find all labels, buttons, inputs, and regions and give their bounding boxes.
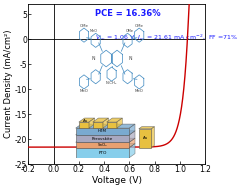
X-axis label: Voltage (V): Voltage (V) <box>92 176 142 185</box>
Text: PCE = 16.36%: PCE = 16.36% <box>95 9 161 18</box>
Text: $V_{oc}$ = 1.06 V, $J_{sc}$ = 21.61 mA cm$^{-2}$,  FF =71%: $V_{oc}$ = 1.06 V, $J_{sc}$ = 21.61 mA c… <box>95 33 238 43</box>
Y-axis label: Current Density (mA/cm²): Current Density (mA/cm²) <box>4 30 13 138</box>
